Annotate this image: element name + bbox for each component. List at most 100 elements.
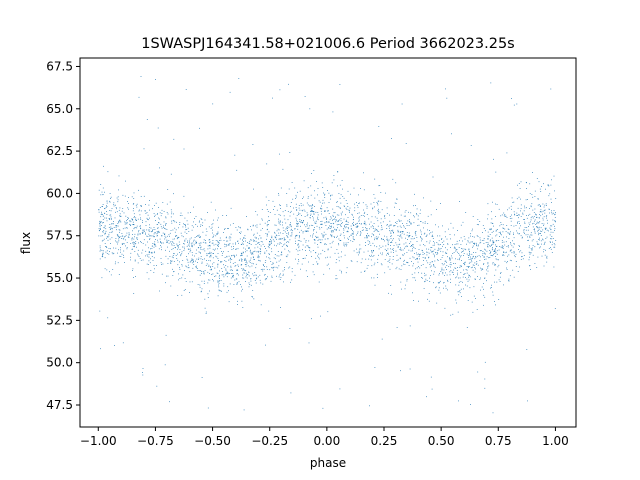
scatter-point xyxy=(184,248,185,250)
scatter-point xyxy=(347,190,349,192)
scatter-point xyxy=(235,265,237,266)
scatter-point xyxy=(519,188,521,189)
scatter-point xyxy=(286,235,288,236)
scatter-point xyxy=(326,218,327,219)
scatter-point xyxy=(179,268,181,270)
scatter-point xyxy=(189,281,191,283)
scatter-point xyxy=(234,255,236,257)
scatter-point xyxy=(386,250,388,252)
scatter-point xyxy=(268,220,270,221)
scatter-point xyxy=(203,280,205,282)
scatter-point xyxy=(224,243,225,245)
scatter-point xyxy=(511,208,512,210)
scatter-point xyxy=(483,239,485,241)
scatter-point xyxy=(412,248,413,250)
scatter-point xyxy=(406,246,408,247)
scatter-point xyxy=(132,270,133,271)
scatter-point xyxy=(429,262,431,264)
scatter-point xyxy=(326,228,328,230)
scatter-point xyxy=(403,215,405,217)
scatter-point xyxy=(127,217,129,218)
scatter-point xyxy=(196,249,197,251)
scatter-point xyxy=(311,211,313,212)
scatter-point xyxy=(397,246,399,247)
scatter-point xyxy=(503,212,505,214)
scatter-point xyxy=(211,269,212,271)
scatter-point xyxy=(154,244,156,246)
scatter-point xyxy=(391,242,393,243)
scatter-point xyxy=(337,224,339,225)
scatter-point xyxy=(533,216,535,217)
scatter-point xyxy=(282,233,284,234)
scatter-point xyxy=(205,265,207,266)
scatter-point xyxy=(166,235,168,237)
scatter-point xyxy=(187,261,189,263)
scatter-point xyxy=(250,284,252,286)
scatter-point xyxy=(415,259,417,260)
scatter-point xyxy=(313,211,315,212)
scatter-point xyxy=(185,225,186,226)
scatter-point xyxy=(485,230,486,232)
scatter-point xyxy=(472,236,474,237)
scatter-point xyxy=(336,249,338,250)
scatter-point xyxy=(289,239,291,241)
scatter-point xyxy=(337,171,339,172)
scatter-point xyxy=(179,267,180,268)
scatter-point xyxy=(387,261,389,262)
scatter-point xyxy=(422,264,424,265)
scatter-point xyxy=(485,242,487,243)
scatter-point xyxy=(193,226,194,228)
scatter-point xyxy=(284,243,286,245)
scatter-point xyxy=(157,232,159,234)
scatter-point xyxy=(308,227,310,229)
scatter-point xyxy=(459,257,460,259)
scatter-point xyxy=(530,252,532,254)
scatter-point xyxy=(308,247,310,249)
scatter-point xyxy=(231,259,233,260)
scatter-point xyxy=(236,283,237,285)
scatter-point xyxy=(136,225,138,227)
scatter-point xyxy=(459,290,461,291)
scatter-point xyxy=(111,223,113,224)
scatter-point xyxy=(170,261,172,262)
scatter-point xyxy=(376,273,378,275)
scatter-point xyxy=(485,258,487,260)
scatter-point xyxy=(299,231,300,233)
scatter-point xyxy=(300,229,302,231)
scatter-point xyxy=(296,223,298,224)
scatter-point xyxy=(538,243,540,245)
scatter-point xyxy=(371,251,373,253)
scatter-point xyxy=(278,229,280,231)
scatter-point xyxy=(539,211,541,213)
scatter-point xyxy=(165,223,167,224)
scatter-point xyxy=(115,240,116,242)
scatter-point xyxy=(149,235,151,237)
scatter-point xyxy=(500,222,502,223)
scatter-point xyxy=(110,218,112,220)
scatter-point xyxy=(366,237,368,239)
scatter-point xyxy=(216,272,218,274)
scatter-point xyxy=(393,232,394,233)
scatter-point xyxy=(532,172,533,173)
scatter-point xyxy=(105,246,106,247)
scatter-point xyxy=(284,239,286,241)
scatter-point xyxy=(425,267,427,269)
scatter-point xyxy=(369,242,371,244)
scatter-point xyxy=(424,272,425,274)
scatter-point xyxy=(344,225,345,227)
scatter-point xyxy=(543,251,544,253)
scatter-point xyxy=(490,254,492,256)
scatter-point xyxy=(302,204,304,206)
scatter-point xyxy=(294,228,296,230)
scatter-point xyxy=(366,205,368,207)
scatter-point xyxy=(507,261,508,262)
scatter-point xyxy=(496,253,498,255)
scatter-point xyxy=(339,240,341,241)
scatter-point xyxy=(481,268,483,270)
scatter-point xyxy=(229,239,231,241)
scatter-point xyxy=(189,241,190,243)
scatter-point xyxy=(353,250,355,252)
scatter-point xyxy=(117,201,119,203)
scatter-point xyxy=(208,239,210,241)
scatter-point xyxy=(488,257,490,259)
